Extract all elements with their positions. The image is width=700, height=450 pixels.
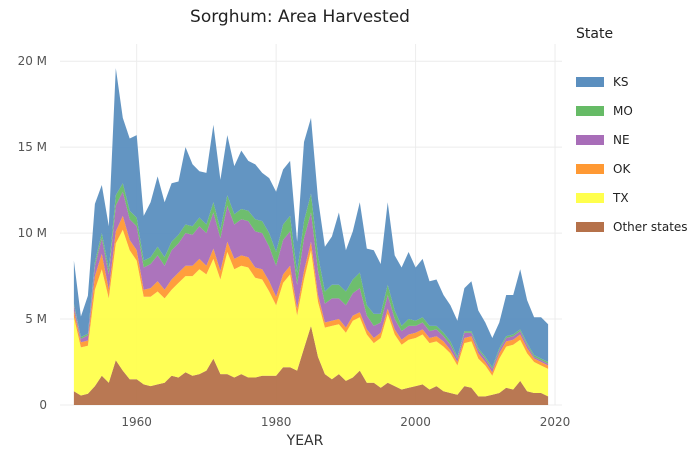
y-tick-label: 0 xyxy=(39,398,47,412)
legend-label-ne: NE xyxy=(613,133,630,147)
area-other-states xyxy=(73,325,549,405)
area-ne xyxy=(73,191,549,373)
y-tick-label: 20 M xyxy=(18,54,47,68)
area-ok xyxy=(73,215,549,376)
y-axis-ticks: 0 5 M 10 M 15 M 20 M xyxy=(18,54,47,412)
legend-label-mo: MO xyxy=(613,104,633,118)
legend-title: State xyxy=(576,26,613,42)
legend-label-ok: OK xyxy=(613,162,631,176)
x-tick-label: 1960 xyxy=(121,415,152,429)
legend-swatch-tx xyxy=(576,193,604,203)
legend-swatch-ne xyxy=(576,135,604,145)
area-mo xyxy=(73,183,549,369)
y-tick-label: 5 M xyxy=(25,312,47,326)
area-tx xyxy=(73,229,549,397)
legend-label-tx: TX xyxy=(612,191,629,205)
legend: KS MO NE OK TX Other states xyxy=(576,75,688,234)
x-tick-label: 1980 xyxy=(261,415,292,429)
x-axis-ticks: 1960 1980 2000 2020 xyxy=(121,415,570,429)
y-tick-label: 10 M xyxy=(18,226,47,240)
area-ks xyxy=(73,68,549,368)
legend-label-other-states: Other states xyxy=(613,220,688,234)
x-axis-label: YEAR xyxy=(286,433,324,449)
stacked-areas xyxy=(73,68,549,405)
legend-swatch-ok xyxy=(576,164,604,174)
y-tick-label: 15 M xyxy=(18,140,47,154)
legend-swatch-ks xyxy=(576,77,604,87)
x-tick-label: 2000 xyxy=(400,415,431,429)
legend-swatch-mo xyxy=(576,106,604,116)
legend-swatch-other-states xyxy=(576,222,604,232)
chart-title: Sorghum: Area Harvested xyxy=(190,7,410,27)
legend-label-ks: KS xyxy=(613,75,629,89)
x-tick-label: 2020 xyxy=(540,415,571,429)
